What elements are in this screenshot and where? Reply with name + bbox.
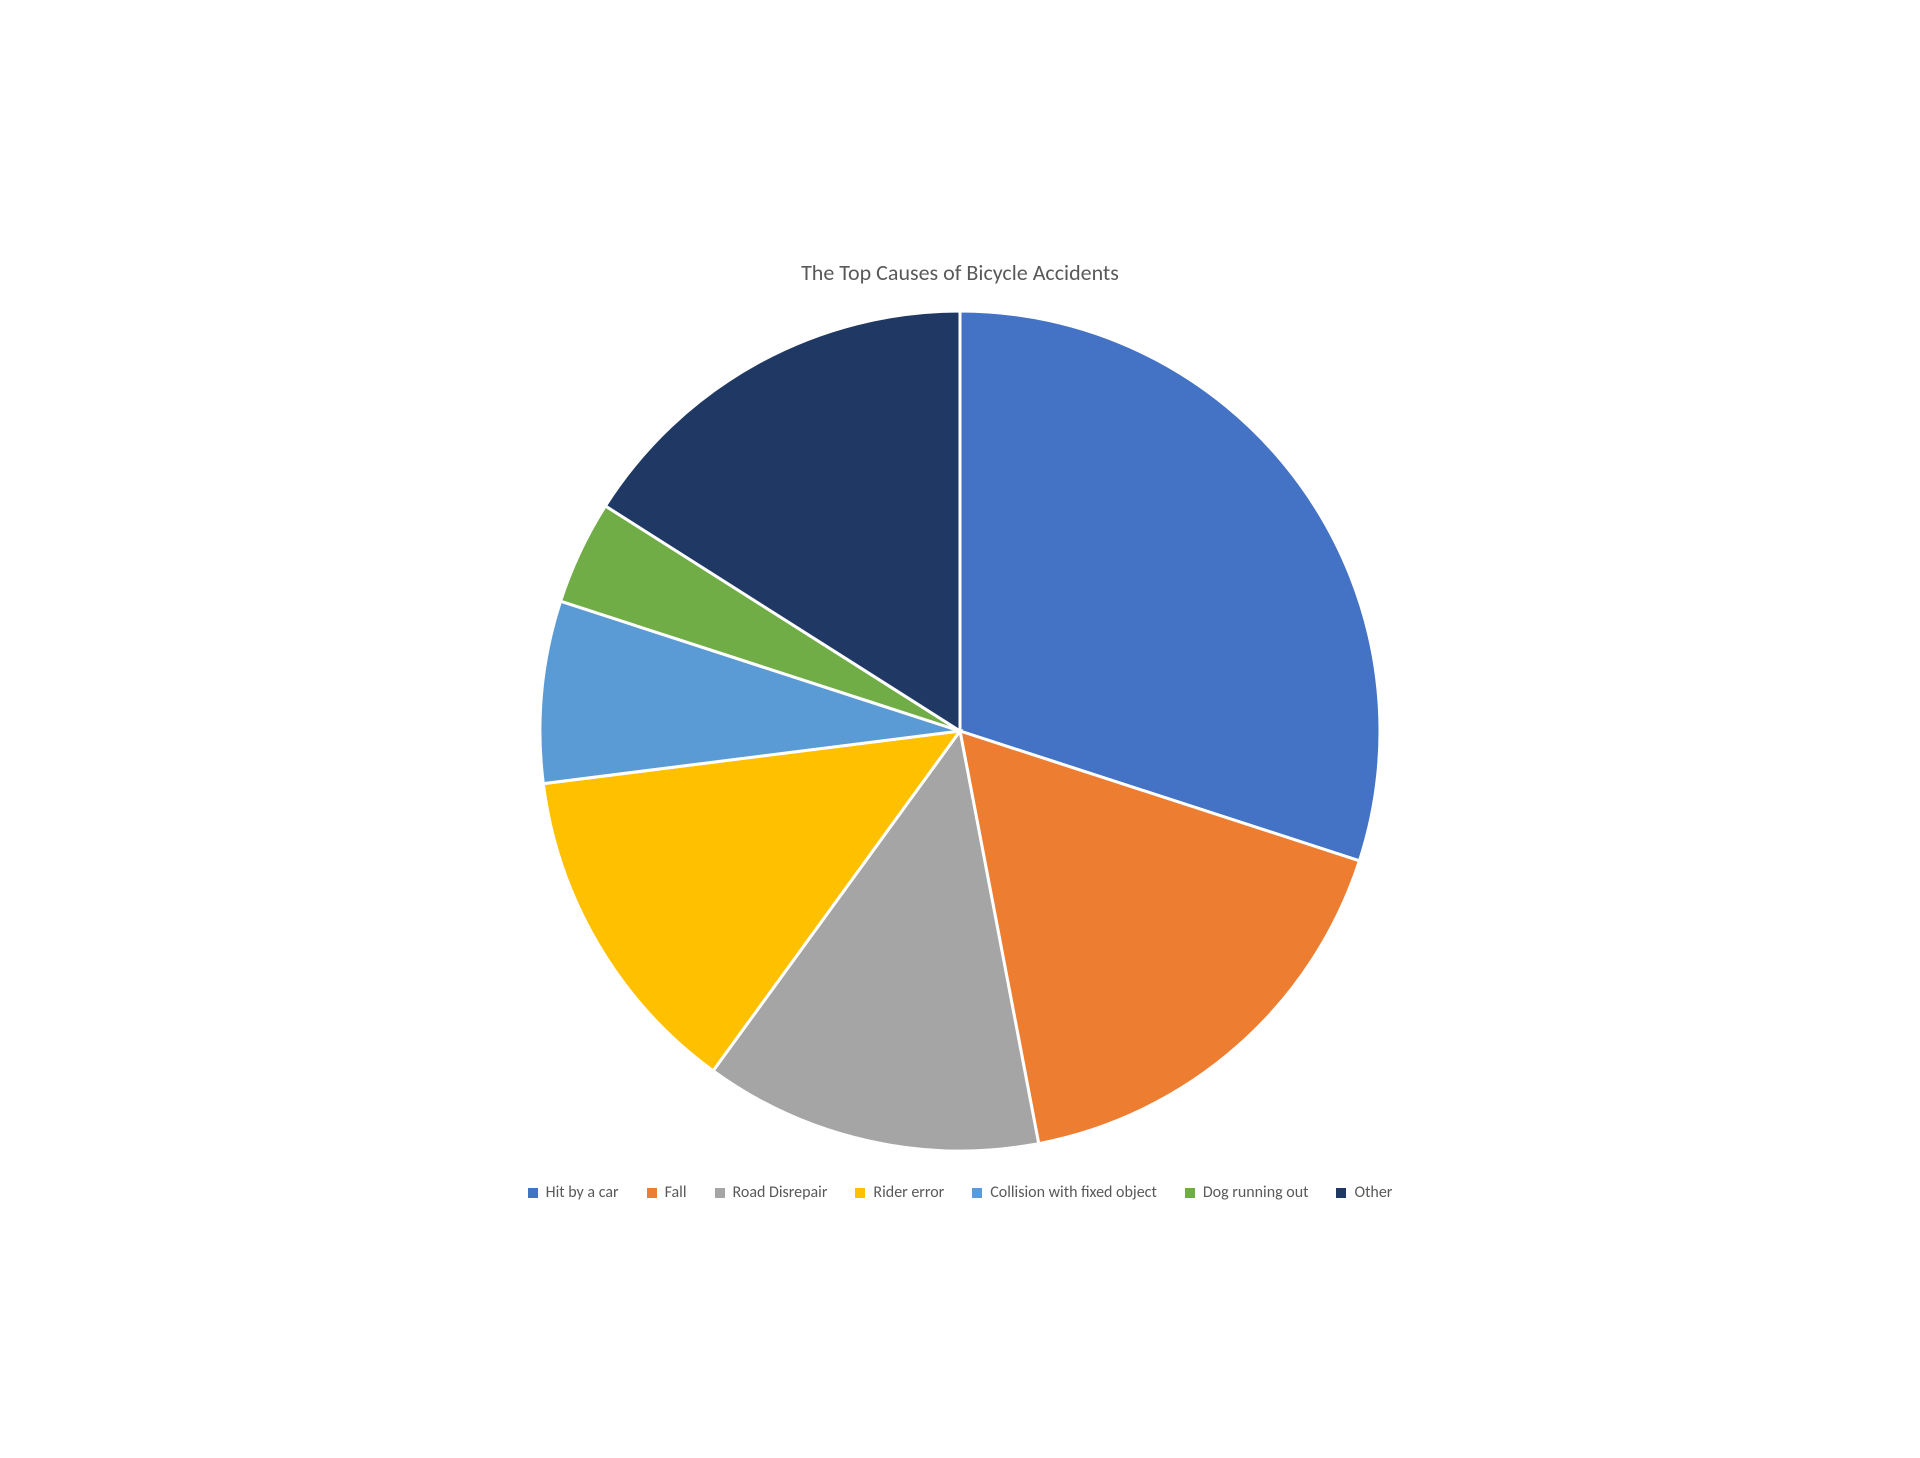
legend-item: Road Disrepair — [715, 1183, 828, 1202]
legend-swatch — [1336, 1188, 1346, 1198]
legend-label: Dog running out — [1203, 1183, 1309, 1202]
legend-swatch — [855, 1188, 865, 1198]
legend-swatch — [647, 1188, 657, 1198]
legend-item: Rider error — [855, 1183, 944, 1202]
pie-chart-svg — [530, 301, 1390, 1161]
legend-label: Rider error — [873, 1183, 944, 1202]
legend-swatch — [1185, 1188, 1195, 1198]
chart-legend: Hit by a car Fall Road Disrepair Rider erro… — [508, 1183, 1413, 1202]
legend-item: Fall — [647, 1183, 687, 1202]
legend-item: Dog running out — [1185, 1183, 1309, 1202]
legend-item: Hit by a car — [528, 1183, 619, 1202]
chart-title: The Top Causes of Bicycle Accidents — [801, 259, 1119, 286]
legend-label: Fall — [665, 1183, 687, 1202]
legend-label: Collision with fixed object — [990, 1183, 1157, 1202]
legend-label: Road Disrepair — [733, 1183, 828, 1202]
legend-label: Hit by a car — [546, 1183, 619, 1202]
legend-swatch — [715, 1188, 725, 1198]
legend-item: Collision with fixed object — [972, 1183, 1157, 1202]
legend-label: Other — [1354, 1183, 1392, 1202]
legend-swatch — [972, 1188, 982, 1198]
legend-swatch — [528, 1188, 538, 1198]
pie-chart-container: The Top Causes of Bicycle Accidents Hit … — [340, 244, 1580, 1214]
pie-chart-area — [370, 301, 1550, 1161]
legend-item: Other — [1336, 1183, 1392, 1202]
